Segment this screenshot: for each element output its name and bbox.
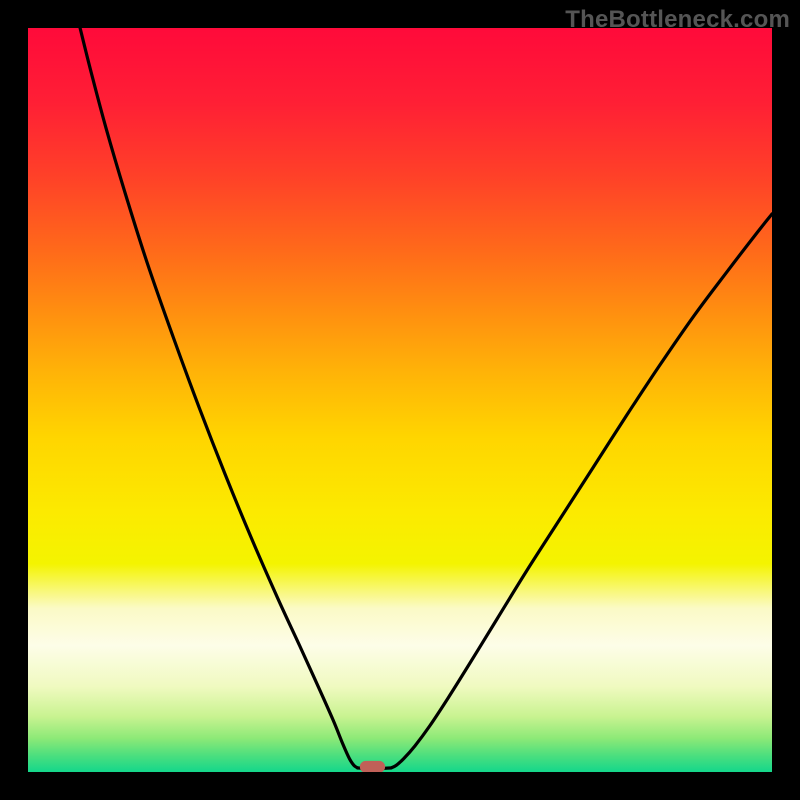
plot-area xyxy=(28,28,772,772)
chart-frame: TheBottleneck.com xyxy=(0,0,800,800)
watermark-text: TheBottleneck.com xyxy=(565,6,790,34)
